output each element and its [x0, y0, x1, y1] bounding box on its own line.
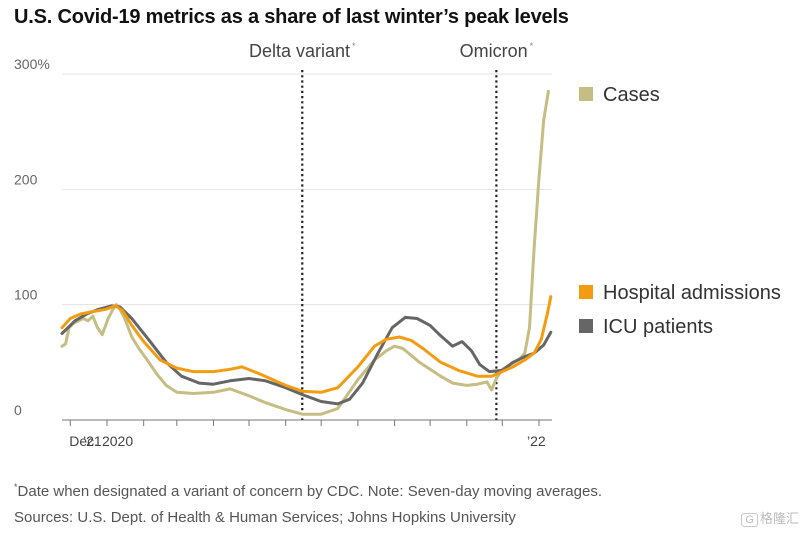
legend-swatch-cases [579, 87, 593, 101]
y-tick-label-300: 300% [14, 56, 50, 72]
legend-swatch-icu-patients [579, 319, 593, 333]
y-tick-label-100: 100 [14, 287, 38, 303]
y-tick-label-0: 0 [14, 402, 22, 418]
note-text: Date when designated a variant of concer… [17, 483, 603, 500]
x-axis: Dec. 2020’21 ’22 [62, 419, 552, 449]
chart-title: U.S. Covid-19 metrics as a share of last… [14, 6, 569, 28]
x-tick-label-2020-12-01: Dec. 2020 [69, 433, 133, 449]
watermark-text: 格隆汇 [759, 511, 799, 526]
series-line-cases [60, 89, 550, 416]
watermark-logo-icon: G [741, 513, 758, 527]
watermark: G 格隆汇 [741, 508, 799, 527]
series-line-icu-patients [60, 304, 553, 406]
annotation-label-2021-06-15: Delta variant * [249, 41, 356, 61]
annotation-label-2021-11-26: Omicron * [460, 41, 534, 61]
legend-label-icu-patients: ICU patients [603, 316, 713, 338]
legend-label-cases: Cases [603, 84, 660, 106]
legend-swatch-hospital-admissions [579, 285, 593, 299]
chart-sources: Sources: U.S. Dept. of Health & Human Se… [14, 509, 516, 526]
x-tick-label-2021-01-01: ’21 [83, 433, 102, 449]
y-axis: 0 100 200 300% [14, 56, 50, 418]
legend: Cases Hospital admissions ICU patients [579, 84, 781, 338]
y-tick-label-200: 200 [14, 171, 38, 187]
annotations: Delta variant * Omicron * [249, 41, 534, 420]
note-marker: * [14, 482, 18, 492]
series-lines [60, 89, 553, 416]
legend-label-hospital-admissions: Hospital admissions [603, 282, 781, 304]
x-tick-label-2022-01-01: ’22 [527, 433, 546, 449]
chart-note: *Date when designated a variant of conce… [14, 482, 602, 500]
series-line-hospital-admissions [60, 295, 553, 394]
gridlines [62, 73, 552, 306]
x-month-ticks [69, 420, 540, 426]
